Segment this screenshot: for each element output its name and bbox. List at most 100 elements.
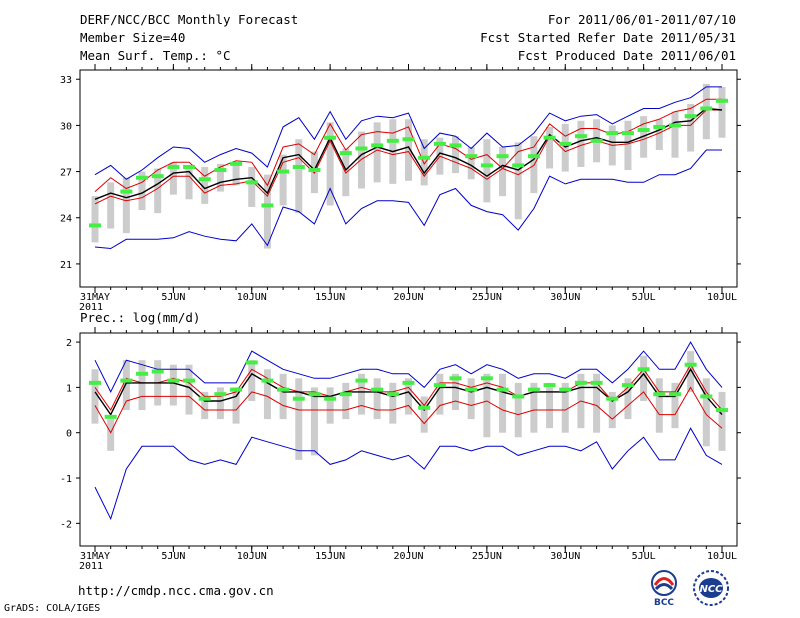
prec-spread-bar — [655, 378, 663, 433]
prec-spread-bar — [452, 373, 460, 411]
prec-spread-bar — [499, 373, 507, 433]
temp-obs-marker — [120, 189, 133, 194]
temp-xtick-label: 25JUN — [472, 292, 502, 303]
temp-spread-bar — [232, 162, 240, 186]
temp-obs-marker — [167, 164, 180, 169]
prec-spread-bar — [702, 378, 710, 447]
prec-obs-marker — [559, 387, 572, 392]
prec-line-max — [94, 341, 723, 394]
prec-spread-bar — [357, 373, 365, 415]
temp-obs-marker — [308, 168, 321, 173]
temp-obs-marker — [261, 203, 274, 208]
prec-spread-bar — [718, 391, 726, 451]
prec-obs-marker — [261, 378, 274, 383]
temp-panel: 21 24 27 30 33 31MAY 5JUN 10JUN 15JUN 20JUN 25JUN 3… — [60, 64, 741, 313]
prec-xtick-label: 31MAY — [80, 551, 110, 562]
temp-obs-marker — [480, 163, 493, 168]
temp-ytick-label: 24 — [60, 214, 72, 225]
temp-obs-marker — [590, 138, 603, 143]
prec-spread-bar — [91, 369, 99, 424]
prec-obs-marker — [496, 387, 509, 392]
prec-ytick-label: -1 — [60, 474, 72, 485]
prec-obs-marker — [104, 414, 117, 419]
temp-obs-marker — [716, 98, 728, 103]
prec-obs-marker — [512, 394, 525, 399]
prec-spread-bar — [640, 355, 648, 401]
temp-line-mean — [94, 107, 723, 200]
temp-spread-bar — [671, 111, 679, 158]
temp-obs-marker — [371, 143, 384, 148]
temp-spread-bar — [154, 168, 162, 214]
prec-obs-marker — [449, 376, 462, 381]
prec-obs-marker — [637, 367, 650, 372]
prec-obs-marker — [324, 396, 337, 401]
prec-spread-bar — [122, 360, 130, 411]
refer-date: Fcst Started Refer Date 2011/05/31 — [480, 30, 736, 45]
temp-spread-bar — [405, 119, 412, 181]
prec-xtick-label: 5JUL — [632, 551, 656, 562]
temp-obs-marker — [465, 154, 478, 159]
temp-obs-marker — [512, 163, 525, 168]
temp-obs-marker — [433, 141, 446, 146]
temp-xtick-label: 31MAY — [80, 292, 110, 303]
temp-obs-marker — [324, 135, 337, 140]
temp-spread-bar — [624, 120, 632, 171]
prec-obs-marker — [198, 396, 211, 401]
temp-obs-marker — [668, 123, 681, 128]
temp-ytick-label: 21 — [60, 260, 72, 271]
prec-xtick-label: 10JUN — [237, 551, 267, 562]
prec-spread-bar — [138, 360, 146, 411]
prec-obs-marker — [277, 387, 290, 392]
prec-xtick-label: 25JUN — [472, 551, 502, 562]
chart-title: DERF/NCC/BCC Monthly Forecast — [80, 12, 299, 27]
prec-xtick-label: 30JUN — [550, 551, 580, 562]
temp-spread-bar — [514, 142, 522, 220]
prec-year-label: 2011 — [79, 561, 103, 572]
prec-ytick-label: 0 — [66, 429, 72, 440]
prec-obs-marker — [245, 360, 258, 365]
prec-obs-marker — [684, 362, 697, 367]
prec-xtick-label: 20JUN — [393, 551, 423, 562]
prec-spread-bar — [389, 382, 397, 424]
prec-obs-marker — [89, 380, 101, 385]
prec-obs-marker — [355, 378, 368, 383]
prec-line-lower — [94, 386, 723, 434]
temp-spread-bar — [687, 103, 695, 152]
temp-obs-marker — [700, 106, 713, 111]
prec-obs-marker — [621, 383, 634, 388]
grads-credit: GrADS: COLA/IGES — [4, 603, 101, 614]
prec-obs-marker — [308, 392, 321, 397]
temp-spread-bar — [263, 174, 271, 249]
prec-obs-marker — [136, 371, 149, 376]
temp-obs-marker — [684, 114, 697, 119]
prec-xtick-label: 10JUL — [707, 551, 737, 562]
temp-ytick-label: 30 — [60, 121, 72, 132]
temp-obs-marker — [559, 141, 572, 146]
prec-spread-bar — [530, 382, 538, 433]
prec-obs-marker — [574, 380, 587, 385]
prec-obs-marker — [339, 392, 352, 397]
prec-spread-bar — [593, 373, 601, 433]
temp-spread-bar — [702, 83, 710, 140]
temp-obs-marker — [277, 169, 290, 174]
prec-spread-bar — [467, 378, 475, 420]
temp-obs-marker — [89, 223, 101, 228]
temp-obs-marker — [606, 131, 619, 136]
prec-spread-bar — [326, 387, 334, 424]
temp-obs-marker — [198, 177, 211, 182]
prec-spread-bar — [373, 378, 381, 420]
produced-date: Fcst Produced Date 2011/06/01 — [517, 48, 736, 63]
prec-xtick-label: 15JUN — [315, 551, 345, 562]
temp-ytick-label: 27 — [60, 168, 72, 179]
prec-obs-marker — [292, 396, 305, 401]
temp-spread-bar — [279, 154, 287, 206]
temp-spread-bar — [718, 86, 726, 138]
prec-obs-marker — [527, 387, 540, 392]
temp-obs-marker — [339, 151, 352, 156]
source-url[interactable]: http://cmdp.ncc.cma.gov.cn — [78, 583, 274, 598]
temp-spread-bar — [107, 182, 115, 229]
temp-spread-bar — [295, 139, 303, 214]
prec-ytick-label: 2 — [66, 338, 72, 349]
temp-spread-bar — [483, 139, 491, 203]
bcc-logo-text: BCC — [654, 598, 674, 608]
